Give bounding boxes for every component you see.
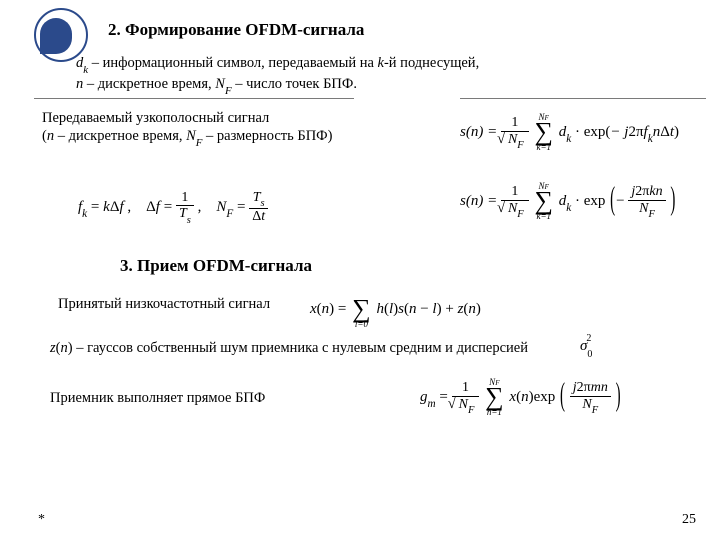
- received-label: Принятый низкочастотный сигнал: [58, 296, 270, 313]
- formula-sn-1: s(n) = 1 NF NF ∑ k=1 dk · exp(− j2πfknΔt…: [460, 113, 679, 152]
- formula-sigma02: σ02: [580, 336, 597, 357]
- fft-label: Приемник выполняет прямое БПФ: [50, 390, 265, 407]
- narrowband-line1: Передаваемый узкополосный сигнал: [42, 110, 269, 127]
- heading-reception: 3. Прием OFDM-сигнала: [120, 256, 312, 276]
- hr-right: [460, 98, 706, 99]
- def-n-nf: n – дискретное время, NF – число точек Б…: [76, 76, 357, 95]
- page-number: 25: [682, 512, 696, 528]
- formula-xn: x(n) = ∑ l=0 h(l)s(n − l) + z(n): [310, 290, 481, 329]
- heading-formation: 2. Формирование OFDM-сигнала: [108, 20, 364, 40]
- footer-star: *: [38, 512, 45, 528]
- narrowband-line2: (n – дискретное время, NF – размерность …: [42, 128, 332, 147]
- formula-sn-2: s(n) = 1 NF NF ∑ k=1 dk · exp (− j2πkn N…: [460, 182, 676, 221]
- university-logo: [34, 8, 86, 60]
- def-dk: dk – информационный символ, передаваемый…: [76, 55, 479, 74]
- formula-gm: gm = 1 NF NF ∑ n=1 x(n)exp ( j2πmn NF ): [420, 378, 622, 417]
- hr-left: [34, 98, 354, 99]
- formula-fk-df-nf: fk = kΔf , Δf = 1 Ts , NF = Ts Δt: [78, 190, 268, 225]
- noise-def: z(n) – гауссов собственный шум приемника…: [50, 340, 528, 357]
